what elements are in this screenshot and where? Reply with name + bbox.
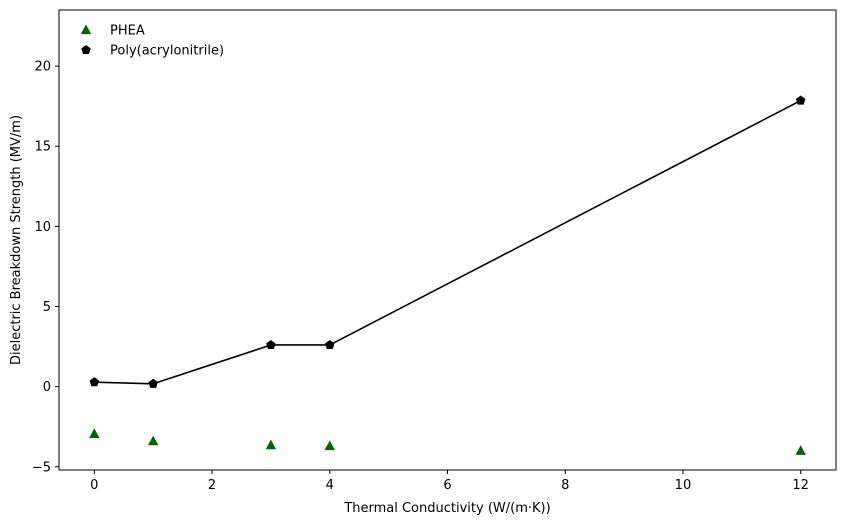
y-tick-label: −5 [32,460,51,475]
legend-label-poly-acrylonitrile: Poly(acrylonitrile) [110,44,224,59]
data-point-phea [147,435,159,446]
x-axis-label: Thermal Conductivity (W/(m·K)) [343,501,550,516]
x-tick-label: 12 [792,478,809,493]
x-tick-label: 6 [443,478,451,493]
data-point-phea [795,445,806,455]
data-point-poly-acrylonitrile [148,378,158,388]
legend-marker-poly-acrylonitrile [81,45,91,55]
y-axis-label: Dielectric Breakdown Strength (MV/m) [9,115,24,365]
legend: PHEA Poly(acrylonitrile) [80,24,224,59]
y-tick-label: 15 [34,140,51,155]
data-point-poly-acrylonitrile [325,339,335,350]
x-tick-label: 2 [208,478,216,493]
legend-label-phea: PHEA [110,24,145,39]
y-tick-label: 10 [34,220,51,235]
x-tick-label: 8 [561,478,569,493]
x-tick-label: 4 [326,478,334,493]
y-tick-label: 5 [43,300,51,315]
x-tick-label: 10 [675,478,692,493]
legend-marker-phea [80,24,92,35]
data-point-poly-acrylonitrile [89,377,100,387]
data-point-poly-acrylonitrile [795,95,806,105]
data-point-phea [324,440,335,451]
data-point-poly-acrylonitrile [266,339,276,350]
y-tick-label: 0 [43,380,51,395]
data-point-phea [265,439,277,450]
y-tick-label: 20 [34,60,51,75]
data-point-phea [89,428,100,439]
x-tick-label: 0 [90,478,98,493]
